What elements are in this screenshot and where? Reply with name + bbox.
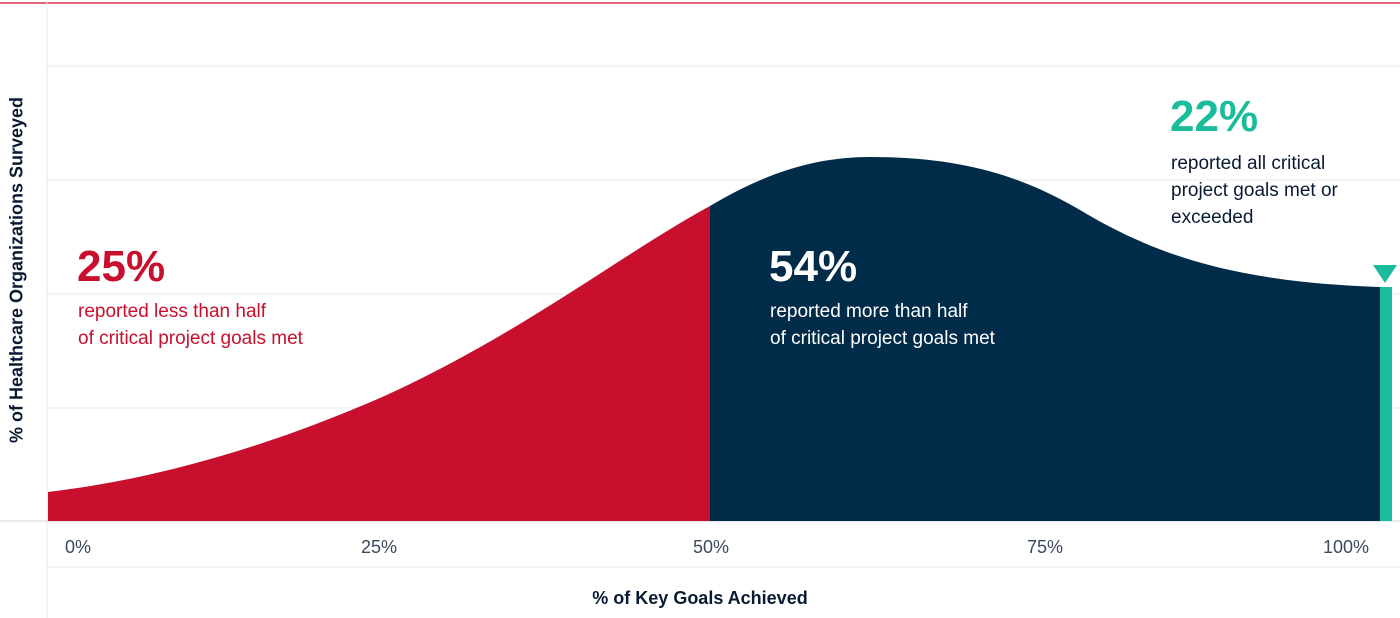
x-tick-label: 75%	[1026, 537, 1064, 557]
navy-area-segment	[710, 157, 1380, 521]
x-tick-label: 100%	[1322, 537, 1370, 557]
teal-desc-line: reported all critical	[1171, 153, 1326, 174]
y-axis-label: % of Healthcare Organizations Surveyed	[6, 96, 27, 444]
red-segment-description: reported less than half of critical proj…	[78, 298, 303, 352]
red-segment-value: 25%	[77, 242, 166, 291]
navy-desc-line: reported more than half	[770, 301, 968, 322]
x-tick-label: 25%	[360, 537, 398, 557]
teal-segment-value: 22%	[1170, 92, 1259, 141]
x-tick-label: 0%	[64, 537, 92, 557]
x-axis-label: % of Key Goals Achieved	[592, 588, 808, 608]
teal-arrow-marker	[1373, 265, 1397, 283]
red-area-segment	[48, 206, 710, 521]
teal-bar-marker	[1380, 287, 1392, 521]
teal-segment-description: reported all critical project goals met …	[1171, 150, 1338, 231]
navy-segment-description: reported more than half of critical proj…	[770, 298, 995, 352]
teal-desc-line: project goals met or	[1171, 180, 1338, 201]
red-desc-line: of critical project goals met	[78, 328, 303, 349]
x-tick-label: 50%	[692, 537, 730, 557]
navy-desc-line: of critical project goals met	[770, 328, 995, 349]
teal-desc-line: exceeded	[1171, 207, 1254, 228]
red-desc-line: reported less than half	[78, 301, 267, 322]
navy-segment-value: 54%	[769, 242, 858, 291]
